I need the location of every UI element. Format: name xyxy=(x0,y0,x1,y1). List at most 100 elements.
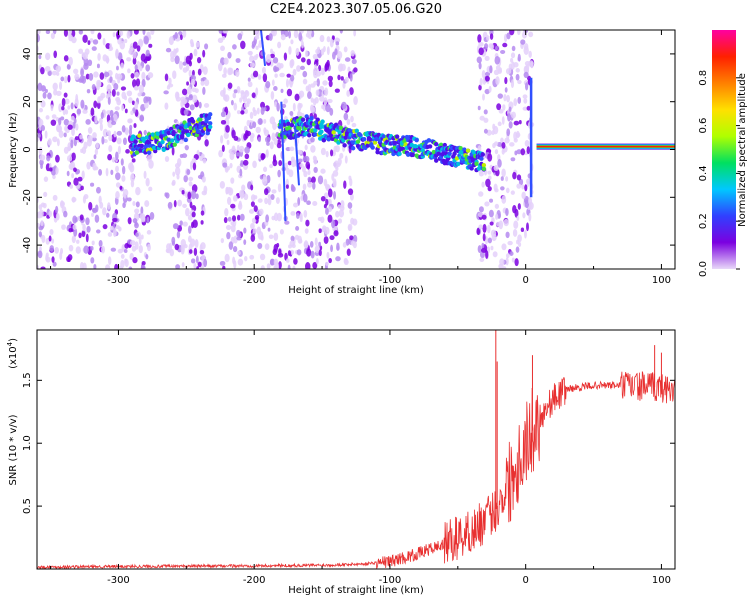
noise-point xyxy=(219,180,225,189)
noise-point xyxy=(55,167,59,175)
signal-point xyxy=(186,132,191,138)
noise-point xyxy=(279,72,285,78)
noise-point xyxy=(92,39,99,45)
noise-point xyxy=(226,231,231,240)
noise-point xyxy=(251,92,256,99)
noise-point xyxy=(189,104,195,111)
signal-point xyxy=(375,149,380,155)
noise-point xyxy=(47,138,52,146)
signal-point xyxy=(427,144,433,149)
noise-point xyxy=(320,67,325,76)
noise-point xyxy=(127,197,132,202)
noise-point xyxy=(174,48,178,54)
noise-point xyxy=(292,68,297,76)
noise-point xyxy=(314,237,318,246)
colorbar-label: Normalized spectral amplitude xyxy=(737,73,748,227)
noise-point xyxy=(286,88,293,97)
signal-point xyxy=(350,146,356,151)
noise-point xyxy=(201,153,205,159)
noise-point xyxy=(313,80,318,86)
noise-point xyxy=(109,43,113,51)
noise-point xyxy=(44,130,48,139)
signal-point xyxy=(436,151,441,156)
noise-point xyxy=(271,189,277,194)
noise-point xyxy=(94,115,98,124)
noise-point xyxy=(140,264,146,269)
x-tick-label: -200 xyxy=(243,275,266,286)
noise-point xyxy=(505,176,509,182)
noise-point xyxy=(264,197,269,205)
noise-point xyxy=(337,63,343,72)
noise-point xyxy=(223,217,228,224)
noise-point xyxy=(526,105,531,111)
noise-point xyxy=(78,232,82,239)
noise-point xyxy=(522,212,526,219)
noise-point xyxy=(232,246,238,253)
noise-point xyxy=(347,223,353,231)
noise-point xyxy=(329,149,334,157)
noise-point xyxy=(136,45,141,52)
noise-point xyxy=(45,254,49,262)
noise-point xyxy=(38,54,42,60)
noise-point xyxy=(480,248,487,253)
noise-point xyxy=(106,84,112,93)
noise-point xyxy=(123,194,127,199)
noise-point xyxy=(500,186,505,191)
noise-point xyxy=(313,113,317,120)
noise-point xyxy=(192,94,198,103)
noise-point xyxy=(63,92,68,98)
noise-point xyxy=(243,227,247,234)
noise-point xyxy=(144,200,150,208)
noise-point xyxy=(346,248,351,257)
noise-point xyxy=(41,234,46,244)
noise-point xyxy=(111,120,117,126)
snr-scale-label: (x104) xyxy=(6,338,19,369)
noise-point xyxy=(256,107,260,115)
noise-point xyxy=(353,30,357,37)
noise-point xyxy=(143,102,149,109)
noise-point xyxy=(295,226,300,231)
noise-point xyxy=(477,105,481,111)
noise-point xyxy=(102,207,107,216)
noise-point xyxy=(86,88,91,94)
snr-frame xyxy=(36,329,676,570)
noise-point xyxy=(51,114,57,119)
noise-point xyxy=(501,141,506,149)
noise-point xyxy=(86,225,91,233)
noise-point xyxy=(67,105,71,110)
noise-point xyxy=(170,56,175,63)
noise-point xyxy=(253,109,258,117)
noise-point xyxy=(258,42,263,48)
noise-point xyxy=(220,134,224,144)
signal-point xyxy=(208,124,213,130)
noise-point xyxy=(188,95,193,101)
noise-point xyxy=(98,95,104,101)
noise-point xyxy=(199,244,203,252)
noise-point xyxy=(496,103,502,111)
noise-point xyxy=(174,31,178,40)
spectrogram-ylabel: Frequency (Hz) xyxy=(8,112,19,188)
signal-point xyxy=(337,130,342,135)
y-tick-label: -20 xyxy=(22,189,33,205)
noise-point xyxy=(83,141,88,150)
noise-point xyxy=(222,265,226,269)
noise-point xyxy=(163,90,169,95)
noise-point xyxy=(318,64,322,72)
noise-point xyxy=(324,63,328,72)
signal-point xyxy=(286,121,291,127)
noise-point xyxy=(176,157,182,167)
noise-point xyxy=(102,37,106,46)
noise-point xyxy=(116,130,122,136)
signal-point xyxy=(282,122,287,127)
noise-point xyxy=(240,110,245,115)
noise-point xyxy=(484,236,488,245)
noise-point xyxy=(521,184,525,190)
noise-point xyxy=(58,103,63,113)
noise-point xyxy=(120,158,124,166)
noise-point xyxy=(307,91,312,99)
noise-point xyxy=(105,167,109,177)
noise-point xyxy=(138,244,143,254)
noise-point xyxy=(189,249,193,254)
noise-point xyxy=(254,35,260,40)
noise-point xyxy=(305,262,311,269)
